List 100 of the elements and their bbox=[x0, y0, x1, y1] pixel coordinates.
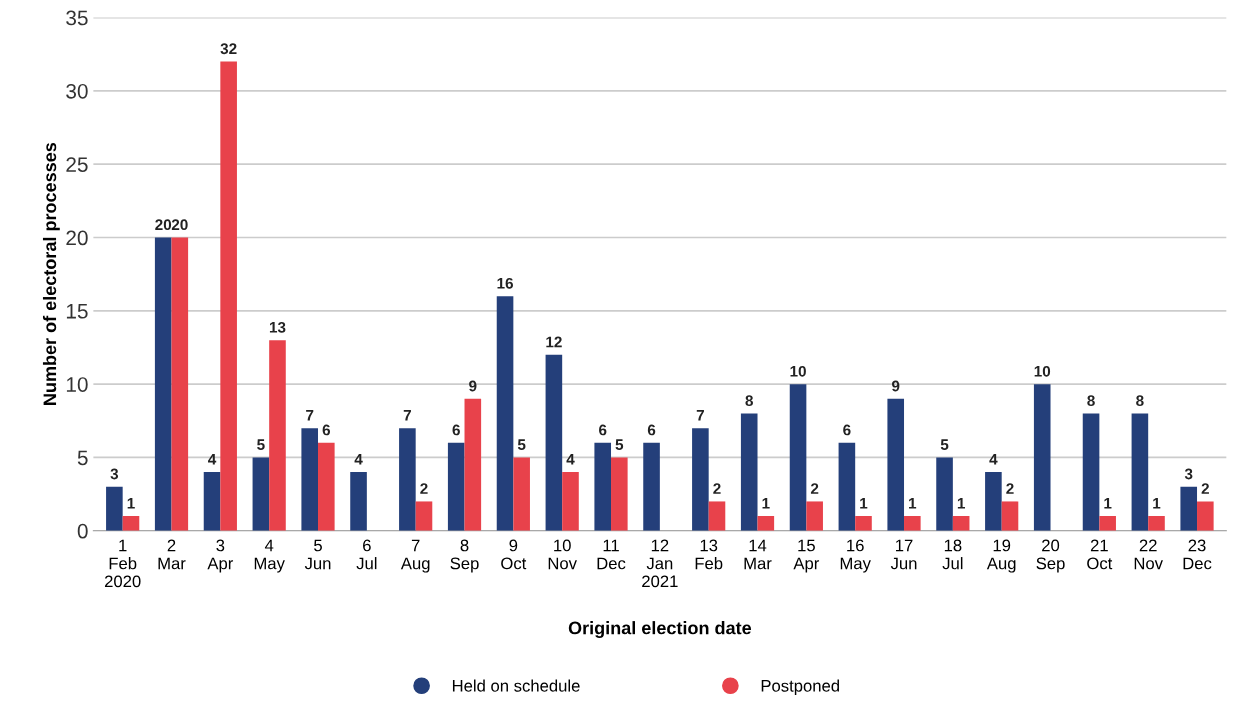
x-tick-label: 20 Sep bbox=[1036, 539, 1065, 573]
y-tick-label: 10 bbox=[66, 377, 88, 392]
y-axis-title: Number of electoral processes bbox=[42, 142, 60, 405]
data-label: 2 bbox=[810, 483, 819, 494]
data-label: 4 bbox=[989, 454, 998, 465]
legend-label: Postponed bbox=[761, 679, 839, 696]
data-label: 10 bbox=[1034, 365, 1051, 377]
bar bbox=[513, 457, 530, 531]
x-tick-label: 11 Dec bbox=[597, 539, 626, 570]
bar bbox=[887, 398, 905, 531]
data-label: 12 bbox=[546, 336, 562, 348]
x-tick-label: 4 May bbox=[254, 539, 285, 573]
x-tick-label: 15 Apr bbox=[793, 539, 820, 573]
bar bbox=[838, 442, 856, 531]
bar bbox=[154, 237, 172, 531]
bar bbox=[269, 340, 286, 531]
bar bbox=[936, 457, 953, 531]
y-tick-label: 30 bbox=[66, 83, 88, 99]
data-label: 4 bbox=[208, 454, 217, 465]
bar bbox=[106, 486, 123, 531]
bar bbox=[171, 237, 189, 531]
x-tick-label: 19 Aug bbox=[986, 539, 1016, 573]
data-label: 9 bbox=[469, 380, 477, 392]
data-label: 2 bbox=[420, 483, 428, 494]
bar bbox=[1148, 516, 1165, 531]
x-tick-label: 17 Jun bbox=[890, 539, 917, 570]
x-tick-label: 1 Feb 2020 bbox=[104, 539, 141, 588]
x-tick-label: 5 Jun bbox=[304, 539, 331, 570]
data-label: 7 bbox=[696, 410, 704, 421]
data-label: 13 bbox=[269, 321, 286, 333]
data-label: 1 bbox=[860, 498, 868, 509]
bar bbox=[1082, 413, 1100, 531]
data-label: 4 bbox=[354, 454, 363, 465]
bar bbox=[1099, 516, 1116, 531]
data-label: 5 bbox=[257, 439, 265, 451]
bar bbox=[220, 61, 237, 531]
x-tick-label: 12 Jan 2021 bbox=[642, 539, 678, 588]
bar bbox=[855, 516, 872, 531]
bar bbox=[562, 472, 579, 531]
y-tick-label: 0 bbox=[77, 523, 88, 539]
data-label: 6 bbox=[452, 424, 460, 436]
bar bbox=[952, 516, 970, 531]
data-label: 3 bbox=[110, 468, 119, 480]
x-tick-label: 6 Jul bbox=[356, 539, 377, 570]
data-label: 7 bbox=[306, 410, 314, 421]
data-label: 7 bbox=[403, 410, 411, 421]
x-tick-label: 22 Nov bbox=[1134, 539, 1163, 570]
bar bbox=[1180, 486, 1198, 531]
data-label: 1 bbox=[762, 498, 770, 509]
bar bbox=[611, 457, 628, 531]
bar bbox=[1131, 413, 1149, 531]
y-tick-label: 15 bbox=[66, 304, 88, 319]
x-tick-label: 23 Dec bbox=[1183, 539, 1212, 570]
bar bbox=[904, 516, 921, 531]
x-tick-label: 7 Aug bbox=[400, 539, 430, 573]
data-label: 1 bbox=[957, 498, 965, 509]
data-label: 5 bbox=[615, 439, 624, 451]
data-label: 8 bbox=[745, 395, 753, 407]
x-tick-label: 21 Oct bbox=[1087, 539, 1113, 570]
x-tick-label: 14 Mar bbox=[744, 539, 772, 570]
bar bbox=[350, 472, 367, 531]
data-label: 8 bbox=[1136, 395, 1144, 407]
x-axis-title: Original election date bbox=[568, 621, 752, 638]
y-tick-label: 35 bbox=[66, 10, 88, 26]
y-tick-label: 20 bbox=[66, 230, 88, 246]
data-label: 16 bbox=[497, 277, 513, 289]
data-label: 32 bbox=[220, 43, 237, 55]
bar bbox=[692, 428, 709, 531]
y-tick-label: 5 bbox=[77, 450, 88, 466]
legend-label: Held on schedule bbox=[452, 679, 580, 692]
bar bbox=[301, 428, 319, 531]
bar bbox=[252, 457, 270, 531]
x-tick-label: 2 Mar bbox=[158, 539, 186, 570]
data-label: 2 bbox=[1201, 483, 1209, 494]
data-label: 6 bbox=[322, 424, 331, 436]
data-label: 6 bbox=[843, 424, 851, 436]
data-label: 8 bbox=[1087, 395, 1095, 407]
bar bbox=[806, 501, 823, 531]
data-label: 1 bbox=[909, 498, 917, 509]
data-label: 10 bbox=[790, 365, 806, 377]
bar bbox=[447, 442, 465, 531]
data-label: 6 bbox=[647, 424, 656, 436]
data-label: 20 bbox=[155, 219, 172, 231]
data-label: 2 bbox=[713, 483, 721, 494]
data-label: 4 bbox=[566, 454, 575, 465]
bar bbox=[415, 501, 433, 531]
x-tick-label: 16 May bbox=[840, 539, 871, 573]
x-tick-label: 13 Feb bbox=[695, 539, 723, 570]
data-label: 1 bbox=[1104, 498, 1112, 509]
x-tick-label: 3 Apr bbox=[207, 539, 234, 573]
data-label: 2 bbox=[1006, 483, 1014, 494]
bar bbox=[122, 516, 140, 531]
y-tick-label: 25 bbox=[66, 157, 88, 172]
data-label: 20 bbox=[171, 219, 188, 231]
bar bbox=[740, 413, 758, 531]
bar bbox=[757, 516, 775, 531]
x-tick-label: 18 Jul bbox=[942, 539, 963, 570]
data-label: 1 bbox=[1153, 498, 1161, 509]
bar bbox=[496, 296, 514, 531]
data-label: 9 bbox=[892, 380, 900, 392]
